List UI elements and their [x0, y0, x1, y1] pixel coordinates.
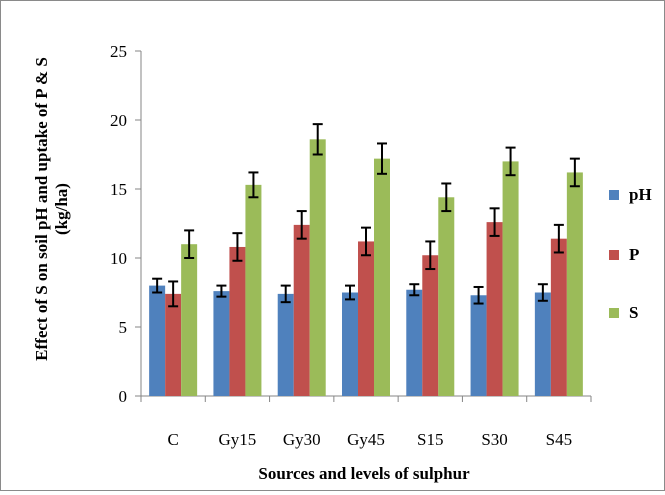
bar-pH-Gy30 [277, 293, 294, 396]
legend-swatch-P [609, 250, 619, 260]
x-tick-label: S15 [417, 430, 443, 449]
bar-P-Gy45 [358, 241, 374, 396]
x-tick-label: S30 [481, 430, 507, 449]
bar-pH-Gy45 [342, 292, 358, 396]
bar-pH-S45 [534, 292, 551, 396]
legend-swatch-S [609, 308, 619, 318]
bar-P-C [165, 293, 182, 396]
bar-P-Gy30 [293, 224, 310, 396]
x-tick-label: Gy30 [283, 430, 321, 449]
bar-pH-S15 [406, 289, 423, 396]
x-tick-label: S45 [546, 430, 572, 449]
bar-S-S15 [438, 197, 455, 396]
y-tick-label: 15 [110, 180, 127, 199]
y-tick-label: 10 [110, 249, 127, 268]
legend-label-pH: pH [629, 185, 652, 204]
y-tick-label: 25 [110, 42, 127, 61]
bar-S-S45 [566, 172, 583, 396]
bar-P-S30 [486, 222, 503, 396]
y-axis-label-unit: (kg/ha) [52, 183, 71, 235]
bar-S-Gy15 [245, 184, 262, 396]
y-tick-label: 5 [119, 318, 128, 337]
bar-S-C [181, 244, 198, 396]
legend: pH P S [609, 185, 652, 322]
bar-P-S15 [422, 255, 439, 396]
tick-labels: 0 5 10 15 20 25 C Gy15 Gy30 Gy45 S15 S30 S45 [110, 42, 572, 449]
x-axis-label: Sources and levels of sulphur [258, 464, 470, 483]
bar-S-Gy45 [374, 158, 390, 396]
y-tick-label: 20 [110, 111, 127, 130]
bar-S-S30 [502, 161, 519, 396]
x-tick-label: C [167, 430, 178, 449]
bar-pH-S30 [470, 295, 487, 396]
bar-S-Gy30 [309, 139, 326, 396]
bar-pH-C [149, 285, 166, 396]
bar-P-S45 [550, 238, 567, 396]
bar-pH-Gy15 [213, 291, 230, 396]
legend-swatch-pH [609, 190, 619, 200]
error-bars [152, 123, 580, 308]
x-tick-label: Gy15 [219, 430, 257, 449]
legend-label-S: S [629, 303, 638, 322]
bar-P-Gy15 [229, 246, 246, 396]
y-axis-label: Effect of S on soil pH and uptake of P &… [32, 57, 51, 361]
y-tick-label: 0 [119, 387, 128, 406]
legend-label-P: P [629, 245, 639, 264]
bars [149, 139, 583, 396]
x-tick-label: Gy45 [347, 430, 385, 449]
